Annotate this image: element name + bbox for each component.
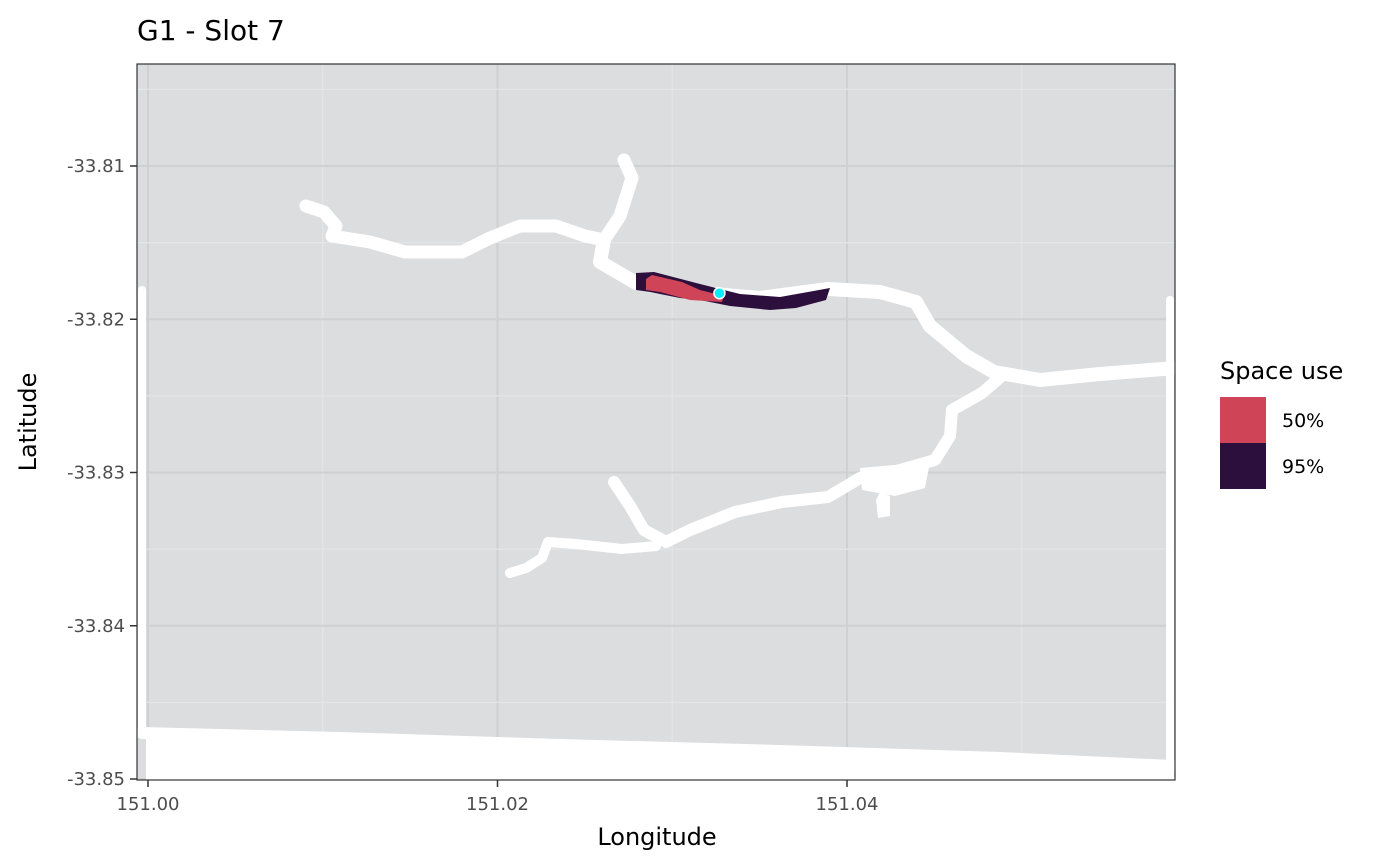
x-tick-label: 151.00 bbox=[117, 794, 180, 815]
south-water-body bbox=[146, 737, 1175, 780]
legend: Space use 50% 95% bbox=[1220, 357, 1343, 489]
y-tick-label: -33.82 bbox=[67, 309, 125, 330]
creek-basin bbox=[860, 462, 930, 496]
legend-title: Space use bbox=[1220, 357, 1343, 385]
y-tick-label: -33.83 bbox=[67, 463, 125, 484]
waterways bbox=[136, 153, 1182, 783]
y-tick-label: -33.84 bbox=[67, 616, 125, 637]
panel-border bbox=[136, 63, 1176, 781]
x-tick-label: 151.02 bbox=[466, 794, 529, 815]
y-axis: -33.81 -33.82 -33.83 -33.84 -33.85 bbox=[67, 156, 137, 790]
x-axis-title: Longitude bbox=[597, 823, 716, 851]
y-tick-label: -33.85 bbox=[67, 769, 125, 790]
map-panel bbox=[136, 63, 1182, 783]
south-edge-water bbox=[136, 727, 1178, 772]
chart-title: G1 - Slot 7 bbox=[137, 14, 285, 47]
y-axis-title: Latitude bbox=[14, 373, 42, 472]
legend-swatch bbox=[1220, 397, 1266, 443]
legend-label: 95% bbox=[1282, 456, 1324, 478]
detection-point bbox=[713, 286, 726, 300]
creek-pond bbox=[876, 492, 890, 518]
y-tick-label: -33.81 bbox=[67, 156, 125, 177]
detection-points bbox=[713, 286, 726, 300]
space-use-polygons bbox=[636, 272, 830, 310]
southern-creek-channel bbox=[608, 368, 1010, 548]
space-use-95-polygon bbox=[636, 272, 830, 310]
space-use-50-polygon bbox=[646, 275, 724, 302]
x-tick-label: 151.04 bbox=[816, 794, 879, 815]
legend-swatch bbox=[1220, 443, 1266, 489]
legend-label: 50% bbox=[1282, 410, 1324, 432]
western-creek-channel bbox=[505, 537, 661, 578]
upper-river-channel bbox=[299, 153, 639, 259]
land-background bbox=[137, 64, 1175, 780]
x-axis: 151.00 151.02 151.04 bbox=[117, 780, 879, 815]
